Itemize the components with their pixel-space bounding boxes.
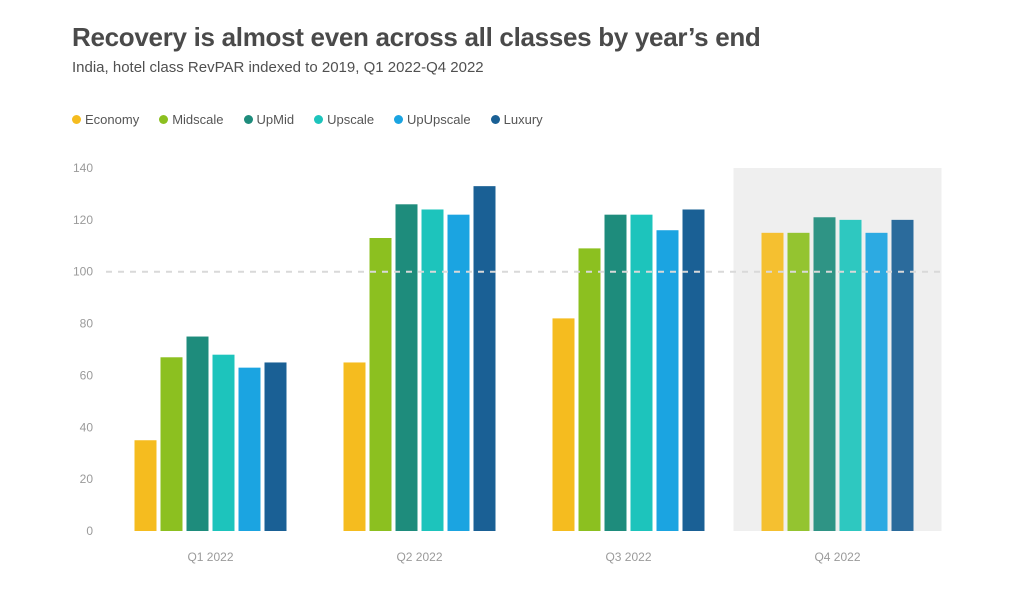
bar-economy-q2-2022 <box>343 362 366 531</box>
bar-upmid-q4-2022 <box>813 217 836 531</box>
bar-midscale-q3-2022 <box>578 248 601 531</box>
bar-luxury-q1-2022 <box>264 362 287 531</box>
legend-label-midscale: Midscale <box>172 112 224 127</box>
bar-midscale-q4-2022 <box>787 232 810 532</box>
bar-upscale-q3-2022 <box>630 214 653 531</box>
bar-upscale-q2-2022 <box>421 209 444 531</box>
legend-swatch-midscale <box>159 115 169 124</box>
bar-luxury-q2-2022 <box>473 186 496 531</box>
y-tick-label: 60 <box>80 368 94 382</box>
bar-luxury-q4-2022 <box>891 219 914 531</box>
y-tick-label: 140 <box>73 161 93 175</box>
bar-upupscale-q1-2022 <box>238 367 261 531</box>
bar-upmid-q1-2022 <box>186 336 209 531</box>
bar-midscale-q2-2022 <box>369 238 392 531</box>
bar-economy-q4-2022 <box>761 232 784 532</box>
bar-upmid-q3-2022 <box>604 214 627 531</box>
x-tick-label: Q3 2022 <box>605 550 651 564</box>
bar-upscale-q4-2022 <box>839 219 862 531</box>
chart-title: Recovery is almost even across all class… <box>72 22 761 52</box>
legend-item-economy: Economy <box>72 112 139 127</box>
bar-economy-q3-2022 <box>552 318 575 531</box>
legend-label-upupscale: UpUpscale <box>407 112 471 127</box>
legend: Economy Midscale UpMid Upscale UpUpscale… <box>72 112 563 127</box>
legend-label-luxury: Luxury <box>503 112 543 127</box>
legend-label-economy: Economy <box>85 112 140 127</box>
y-tick-label: 120 <box>73 213 93 227</box>
legend-item-luxury: Luxury <box>490 112 543 127</box>
bar-upupscale-q3-2022 <box>656 230 679 531</box>
bar-upupscale-q4-2022 <box>865 232 888 532</box>
legend-label-upmid: UpMid <box>256 112 295 127</box>
bar-economy-q1-2022 <box>134 440 157 531</box>
legend-swatch-upmid <box>243 115 253 124</box>
legend-item-upmid: UpMid <box>243 112 295 127</box>
legend-item-upscale: Upscale <box>314 112 374 127</box>
y-tick-label: 80 <box>80 317 94 331</box>
bar-upmid-q2-2022 <box>395 204 418 532</box>
bar-upscale-q1-2022 <box>212 354 235 531</box>
y-tick-label: 20 <box>80 472 94 486</box>
chart-subtitle: India, hotel class RevPAR indexed to 201… <box>72 59 484 76</box>
legend-swatch-luxury <box>490 115 500 124</box>
x-tick-label: Q4 2022 <box>814 550 860 564</box>
legend-swatch-economy <box>72 115 81 124</box>
bar-luxury-q3-2022 <box>682 209 705 531</box>
x-tick-label: Q2 2022 <box>396 550 442 564</box>
legend-swatch-upupscale <box>394 115 404 124</box>
bar-midscale-q1-2022 <box>160 357 183 531</box>
y-tick-label: 0 <box>86 524 93 538</box>
legend-item-midscale: Midscale <box>159 112 224 127</box>
bar-upupscale-q2-2022 <box>447 214 470 531</box>
legend-swatch-upscale <box>314 115 324 124</box>
x-tick-label: Q1 2022 <box>187 550 233 564</box>
y-tick-label: 100 <box>73 265 93 279</box>
legend-item-upupscale: UpUpscale <box>394 112 471 127</box>
y-tick-label: 40 <box>80 420 94 434</box>
legend-label-upscale: Upscale <box>327 112 375 127</box>
